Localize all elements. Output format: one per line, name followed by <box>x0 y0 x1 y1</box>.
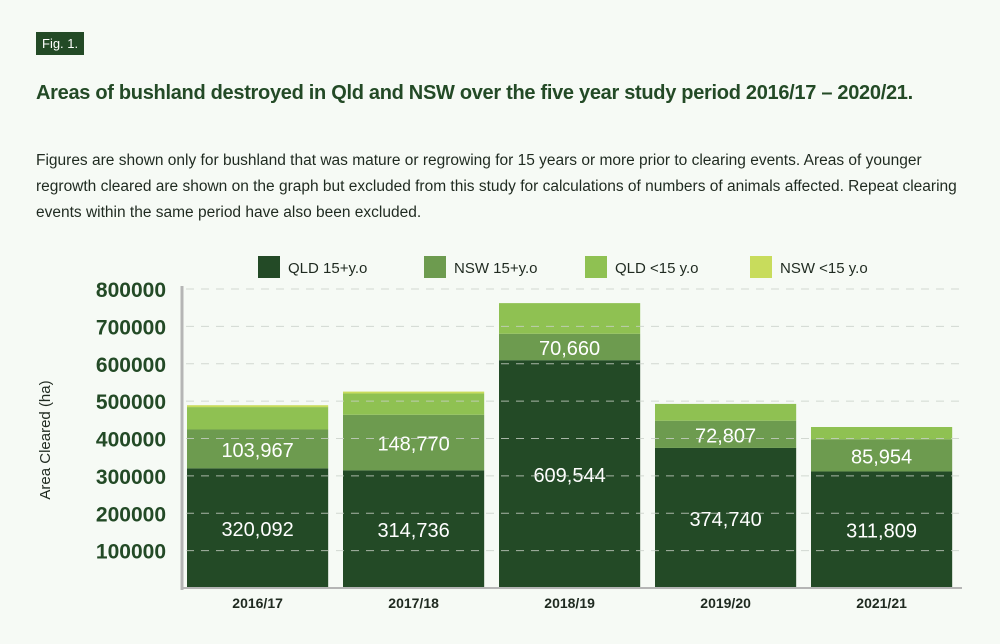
data-label: 85,954 <box>851 446 912 468</box>
bar-segment <box>343 414 485 471</box>
figure-label: Fig. 1. <box>36 32 85 55</box>
legend-swatch <box>258 256 280 278</box>
x-tick-label: 2017/18 <box>388 595 439 611</box>
data-label: 311,809 <box>846 521 917 543</box>
legend-swatch <box>424 256 446 278</box>
bar-segment <box>811 427 953 440</box>
legend-label: NSW <15 y.o <box>780 260 868 277</box>
bar-segment <box>655 420 797 448</box>
bar-segment <box>499 360 641 588</box>
y-tick-label: 300000 <box>96 466 166 489</box>
x-tick-label: 2018/19 <box>544 595 595 611</box>
legend-label: NSW 15+y.o <box>454 260 538 277</box>
bar-segment <box>187 468 329 588</box>
data-label: 374,740 <box>689 509 761 531</box>
data-label: 314,736 <box>377 520 449 542</box>
data-label: 320,092 <box>221 519 293 541</box>
bar-segment <box>499 303 641 334</box>
bar-segment <box>811 439 953 472</box>
legend-label: QLD 15+y.o <box>288 260 367 277</box>
y-axis-label: Area Cleared (ha) <box>37 380 54 499</box>
legend-label: QLD <15 y.o <box>615 260 699 277</box>
bar-segment <box>343 391 485 394</box>
chart-subtitle: Figures are shown only for bushland that… <box>36 152 957 221</box>
bar-segment <box>187 429 329 469</box>
y-tick-label: 600000 <box>96 354 166 377</box>
bar-segment <box>811 471 953 588</box>
data-label: 148,770 <box>377 434 449 456</box>
bar-segment <box>655 447 797 588</box>
x-tick-label: 2021/21 <box>856 595 907 611</box>
data-label: 103,967 <box>221 440 293 462</box>
x-tick-label: 2019/20 <box>700 595 751 611</box>
y-tick-label: 100000 <box>96 541 166 564</box>
legend-swatch <box>585 256 607 278</box>
bar-segment <box>499 333 641 361</box>
y-tick-label: 200000 <box>96 503 166 526</box>
chart-title: Areas of bushland destroyed in Qld and N… <box>36 82 913 104</box>
bar-segment <box>187 407 329 430</box>
y-tick-label: 700000 <box>96 316 166 339</box>
y-tick-label: 800000 <box>96 279 166 302</box>
legend-swatch <box>750 256 772 278</box>
x-tick-label: 2016/17 <box>232 595 283 611</box>
data-label: 70,660 <box>539 338 600 360</box>
data-label: 72,807 <box>695 425 756 447</box>
bar-segment <box>343 393 485 415</box>
bar-segment <box>343 470 485 588</box>
y-tick-label: 400000 <box>96 429 166 452</box>
data-label: 609,544 <box>533 465 605 487</box>
bar-segment <box>187 405 329 408</box>
bar-segment <box>655 403 797 421</box>
y-tick-label: 500000 <box>96 391 166 414</box>
